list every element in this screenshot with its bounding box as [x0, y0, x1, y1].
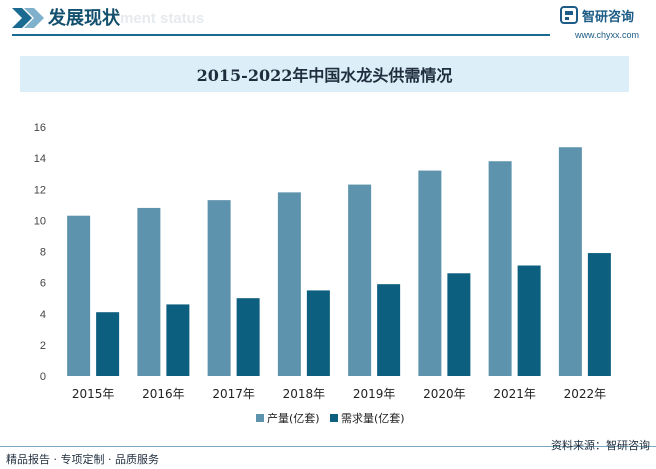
y-tick-label: 8 — [40, 247, 46, 259]
y-tick-label: 12 — [34, 184, 46, 196]
brand-logo-icon — [560, 6, 578, 24]
data-source: 资料来源：智研咨询 — [551, 439, 650, 452]
x-tick-label: 2020年 — [423, 387, 466, 401]
bar-production — [348, 184, 372, 376]
brand-name: 智研咨询 — [582, 9, 635, 25]
bar-demand — [377, 284, 401, 376]
legend-swatch — [256, 414, 264, 422]
bar-demand — [166, 304, 190, 376]
x-tick-label: 2022年 — [564, 387, 607, 401]
brand-url: www.chyxx.com — [575, 30, 640, 40]
y-tick-label: 4 — [40, 309, 46, 321]
double-chevron-icon — [12, 8, 44, 28]
bar-demand — [236, 298, 260, 376]
y-tick-label: 10 — [34, 215, 46, 227]
legend-label: 需求量(亿套) — [341, 412, 405, 425]
header-divider — [12, 34, 550, 36]
footer-tagline: 精品报告 · 专项定制 · 品质服务 — [6, 453, 159, 466]
bar-production — [558, 147, 582, 376]
chart-title-band: 2015-2022年中国水龙头供需情况 — [20, 56, 629, 92]
bar-production — [137, 207, 161, 376]
bar-production — [488, 161, 512, 376]
bar-production — [207, 200, 231, 376]
bar-demand — [306, 290, 330, 376]
y-tick-label: 16 — [34, 122, 46, 134]
footer-divider — [0, 446, 656, 447]
bar-demand — [447, 273, 471, 376]
x-tick-label: 2015年 — [72, 387, 115, 401]
x-tick-label: 2016年 — [142, 387, 185, 401]
bar-production — [67, 215, 91, 376]
bar-demand — [587, 253, 611, 376]
section-title: 发展现状 — [48, 8, 120, 29]
x-tick-label: 2021年 — [493, 387, 536, 401]
bar-production — [418, 170, 442, 376]
x-tick-label: 2018年 — [283, 387, 326, 401]
x-tick-label: 2019年 — [353, 387, 396, 401]
y-tick-label: 6 — [40, 278, 46, 290]
bar-demand — [96, 312, 120, 376]
y-tick-label: 2 — [40, 340, 46, 352]
x-tick-label: 2017年 — [212, 387, 255, 401]
bar-chart: 0 2 4 6 8 10 12 14 16 2015年 2016年 2017年 2018年 2019年 20… — [34, 122, 611, 425]
page-header: ment status 发展现状 智研咨询 www.chyxx.com — [0, 0, 656, 44]
header-watermark-text: ment status — [120, 10, 205, 27]
bar-production — [277, 192, 301, 376]
brand-logo: 智研咨询 — [560, 6, 635, 25]
y-tick-label: 0 — [40, 371, 46, 383]
legend-swatch — [330, 414, 338, 422]
bar-demand — [517, 265, 541, 376]
chart-title: 2015-2022年中国水龙头供需情况 — [196, 66, 453, 85]
y-tick-label: 14 — [34, 153, 46, 165]
legend-label: 产量(亿套) — [267, 411, 320, 425]
